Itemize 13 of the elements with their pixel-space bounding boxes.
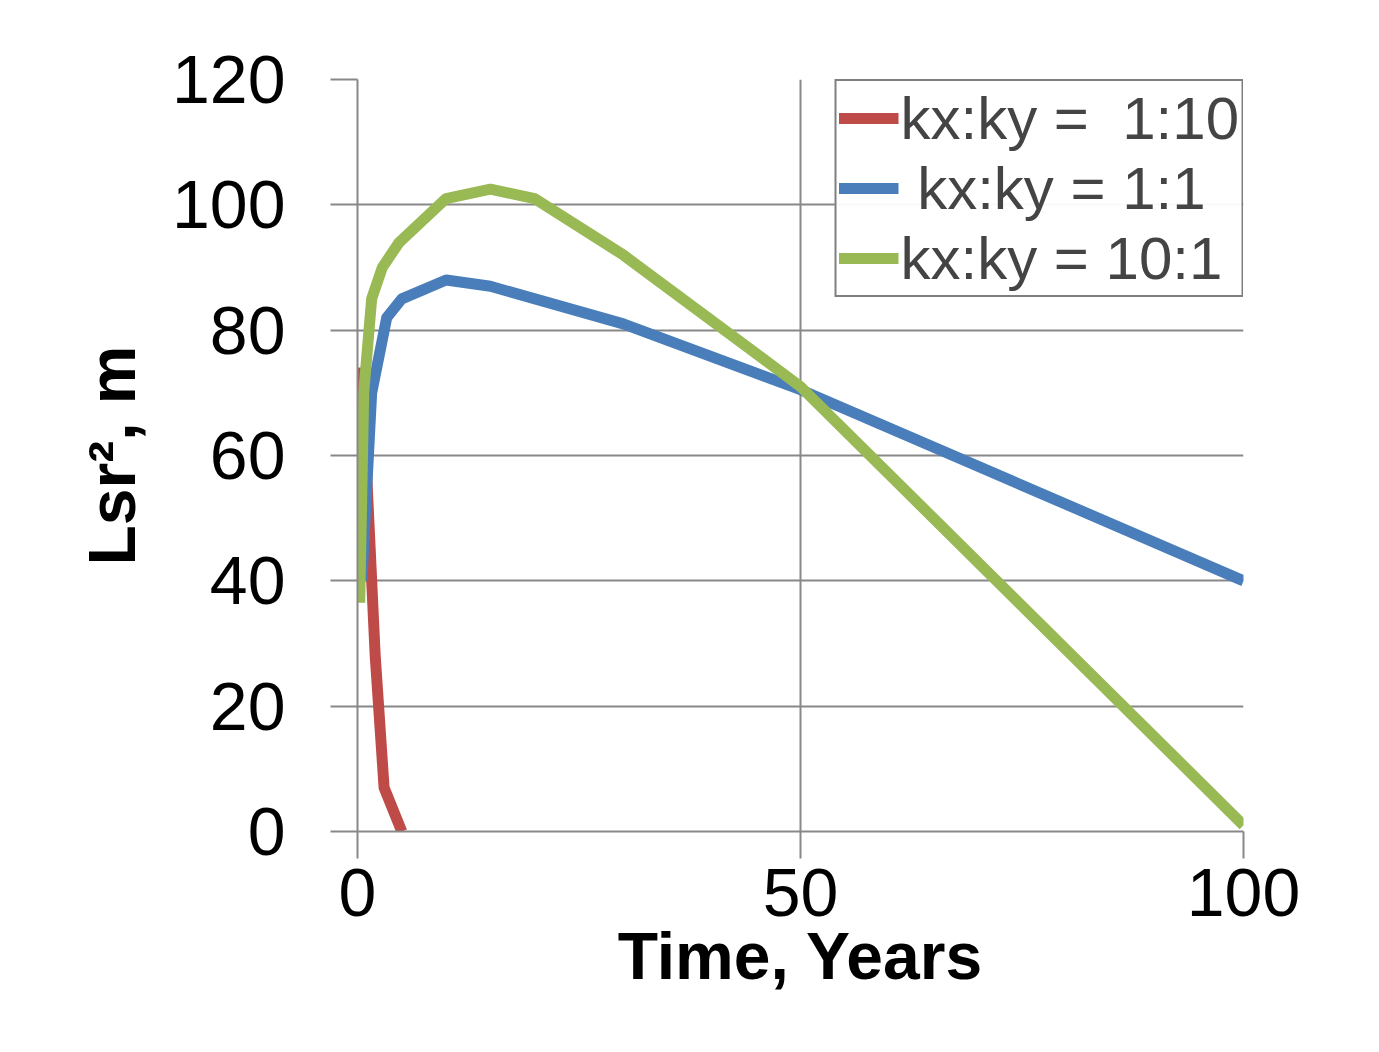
legend-label: kx:ky = 1:10	[900, 83, 1239, 153]
y-tick-label: 60	[209, 417, 286, 493]
y-tick-label: 40	[209, 542, 286, 619]
x-tick-label: 100	[1186, 853, 1301, 930]
legend-label: kx:ky = 10:1	[900, 223, 1223, 293]
y-axis-title: Lsr², m	[75, 345, 150, 566]
legend-label: kx:ky = 1:1	[916, 153, 1206, 223]
y-tick-label: 20	[209, 667, 286, 744]
x-tick-label: 0	[338, 853, 377, 930]
y-tick-label: 80	[209, 291, 286, 368]
y-tick-label: 120	[172, 41, 286, 117]
y-tick-label: 100	[172, 166, 286, 243]
y-tick-label: 0	[247, 793, 286, 869]
